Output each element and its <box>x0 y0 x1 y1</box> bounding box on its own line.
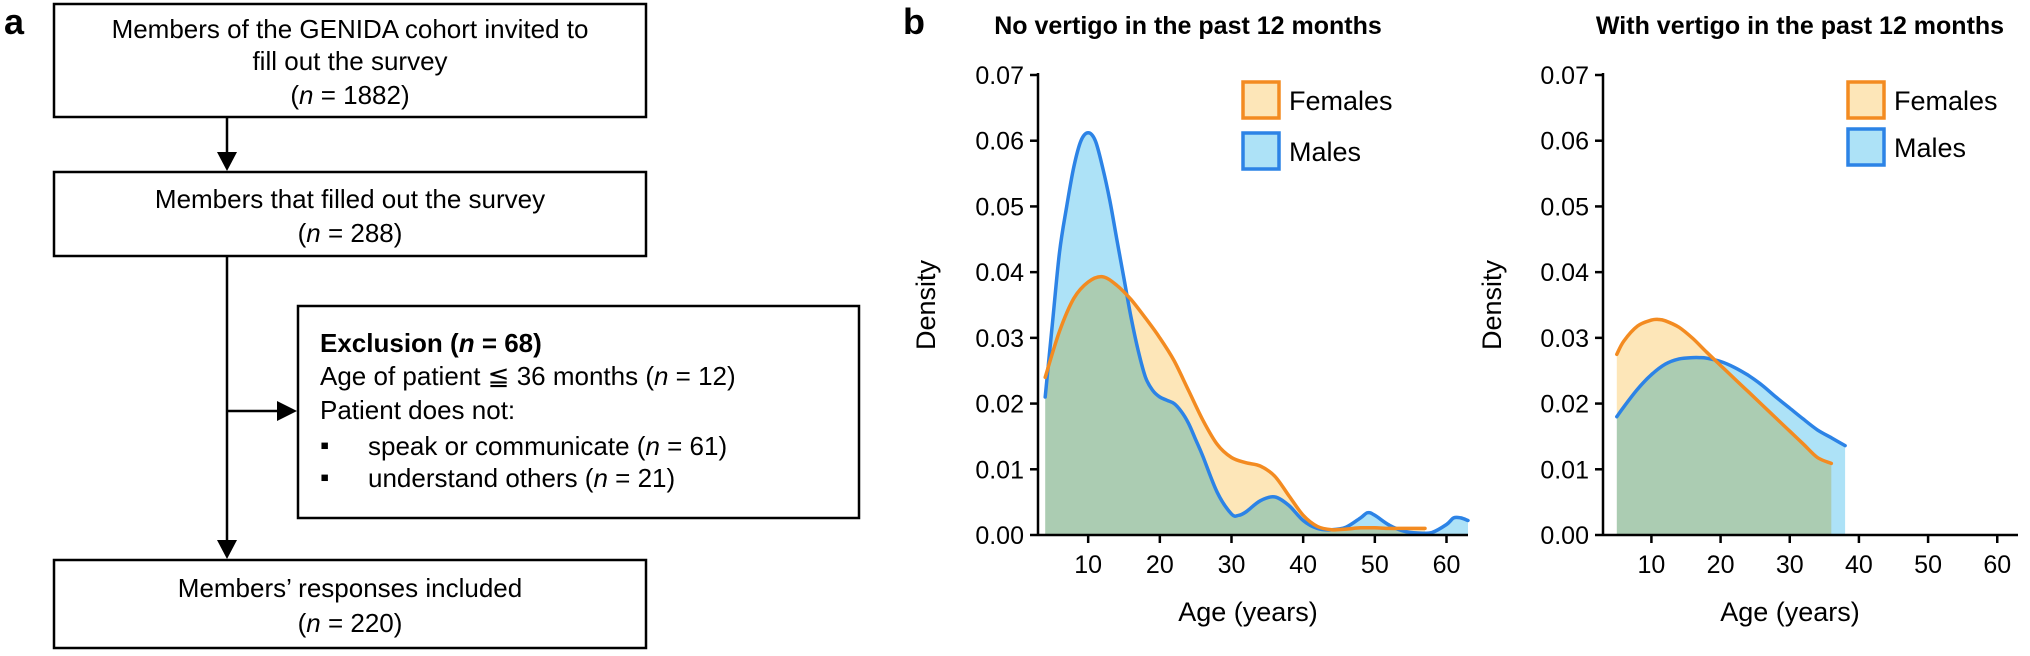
included-n-value: = 220) <box>321 608 403 638</box>
exclusion-title-n: n <box>459 328 475 358</box>
invited-n-value: = 1882) <box>314 80 410 110</box>
x-tick-label-no-vertigo-2: 30 <box>1218 551 1246 579</box>
filled-survey-line-1: Members that filled out the survey <box>155 184 545 214</box>
y-tick-label-with-vertigo-1: 0.01 <box>1540 456 1589 484</box>
line-females-no-vertigo <box>1043 274 1427 532</box>
age-line-n: n <box>654 361 668 391</box>
exclusion-title: Exclusion (n = 68) <box>320 328 542 358</box>
x-tick-label-no-vertigo-4: 50 <box>1361 551 1389 579</box>
x-tick-label-no-vertigo-1: 20 <box>1146 551 1174 579</box>
area-females-no-vertigo <box>1045 276 1425 535</box>
y-tick-label-no-vertigo-4: 0.04 <box>975 259 1024 287</box>
x-tick-label-no-vertigo-0: 10 <box>1074 551 1102 579</box>
invited-line-2: fill out the survey <box>252 46 447 76</box>
invited-count: (n = 1882) <box>290 80 409 110</box>
exclusion-does-not: Patient does not: <box>320 395 515 425</box>
y-tick-label-no-vertigo-7: 0.07 <box>975 62 1024 90</box>
legend-label-females-no-vertigo: Females <box>1289 86 1393 116</box>
included-n-label: n <box>306 608 320 638</box>
invited-box <box>52 2 648 119</box>
arrow-2-head <box>217 540 237 559</box>
y-tick-label-with-vertigo-5: 0.05 <box>1540 193 1589 221</box>
age-line-pre: Age of patient ≦ 36 months ( <box>320 361 654 391</box>
bullet-2-n: n <box>593 463 607 493</box>
panel-b-label: b <box>903 1 925 42</box>
x-tick-label-no-vertigo-3: 40 <box>1289 551 1317 579</box>
line-females-with-vertigo <box>1615 317 1834 466</box>
y-tick-label-with-vertigo-7: 0.07 <box>1540 62 1589 90</box>
legend-label-males-with-vertigo: Males <box>1894 133 1966 163</box>
included-count: (n = 220) <box>298 608 403 638</box>
filled-n-label: n <box>306 218 320 248</box>
bullet-1-pre: speak or communicate ( <box>368 431 646 461</box>
lines-with-vertigo <box>1615 317 1847 466</box>
x-tick-label-with-vertigo-3: 40 <box>1845 551 1873 579</box>
line-males-no-vertigo <box>1043 131 1470 536</box>
bullet-2-pre: understand others ( <box>368 463 594 493</box>
area-females-with-vertigo <box>1616 319 1832 535</box>
bullet-1-n: n <box>645 431 659 461</box>
y-tick-label-no-vertigo-3: 0.03 <box>975 325 1024 353</box>
legend-swatch-females-no-vertigo <box>1241 80 1281 120</box>
filled-survey-box <box>52 170 648 258</box>
lines-no-vertigo <box>1043 131 1470 536</box>
y-tick-label-with-vertigo-2: 0.02 <box>1540 391 1589 419</box>
legend-swatch-males-no-vertigo <box>1241 131 1281 171</box>
filled-n-value: = 288) <box>321 218 403 248</box>
y-tick-label-no-vertigo-5: 0.05 <box>975 193 1024 221</box>
included-line-1: Members’ responses included <box>178 573 522 603</box>
y-tick-label-no-vertigo-0: 0.00 <box>975 522 1024 550</box>
y-tick-label-with-vertigo-3: 0.03 <box>1540 325 1589 353</box>
exclusion-arrow-head <box>277 401 297 421</box>
bullet-1-marker: ▪ <box>320 430 329 460</box>
invited-line-1: Members of the GENIDA cohort invited to <box>112 14 589 44</box>
x-axis-title-with-vertigo: Age (years) <box>1720 597 1860 627</box>
bullet-2-post: = 21) <box>608 463 675 493</box>
legend-with-vertigo: Females Males <box>1846 80 1998 167</box>
legend-swatch-females-with-vertigo <box>1846 80 1886 120</box>
x-axis-title-no-vertigo: Age (years) <box>1178 597 1318 627</box>
included-box <box>52 558 648 650</box>
y-tick-label-no-vertigo-1: 0.01 <box>975 456 1024 484</box>
y-axis-title-with-vertigo: Density <box>1477 259 1507 350</box>
x-tick-label-with-vertigo-2: 30 <box>1776 551 1804 579</box>
y-axis-title-no-vertigo: Density <box>911 259 941 350</box>
y-tick-label-no-vertigo-2: 0.02 <box>975 391 1024 419</box>
legend-label-females-with-vertigo: Females <box>1894 86 1998 116</box>
legend-swatch-males-with-vertigo <box>1846 127 1886 167</box>
x-tick-label-with-vertigo-5: 60 <box>1983 551 2011 579</box>
line-males-with-vertigo <box>1615 355 1847 448</box>
x-tick-label-with-vertigo-1: 20 <box>1707 551 1735 579</box>
y-tick-label-no-vertigo-6: 0.06 <box>975 128 1024 156</box>
x-tick-label-with-vertigo-0: 10 <box>1638 551 1666 579</box>
panel-a-label: a <box>4 1 25 42</box>
areas-with-vertigo <box>1616 319 1846 535</box>
y-tick-label-with-vertigo-4: 0.04 <box>1540 259 1589 287</box>
y-tick-label-with-vertigo-0: 0.00 <box>1540 522 1589 550</box>
exclusion-title-pre: Exclusion ( <box>320 328 459 358</box>
exclusion-bullet-2: understand others (n = 21) <box>368 463 675 493</box>
exclusion-age-line: Age of patient ≦ 36 months (n = 12) <box>320 361 736 391</box>
age-line-post: = 12) <box>668 361 735 391</box>
legend-label-males-no-vertigo: Males <box>1289 137 1361 167</box>
exclusion-box <box>296 304 861 520</box>
density-chart-with-vertigo: With vertigo in the past 12 months 0.00 0.… <box>1477 12 2018 627</box>
invited-n-label: n <box>299 80 313 110</box>
bullet-2-marker: ▪ <box>320 462 329 492</box>
arrow-1-head <box>217 152 237 171</box>
bullet-1-post: = 61) <box>660 431 727 461</box>
exclusion-title-post: = 68) <box>475 328 542 358</box>
chart-title-no-vertigo: No vertigo in the past 12 months <box>994 12 1382 40</box>
areas-no-vertigo <box>1045 132 1468 536</box>
x-tick-label-no-vertigo-5: 60 <box>1433 551 1461 579</box>
exclusion-bullet-1: speak or communicate (n = 61) <box>368 431 727 461</box>
filled-survey-count: (n = 288) <box>298 218 403 248</box>
flowchart-panel: a Members of the GENIDA cohort invited t… <box>4 1 861 650</box>
y-tick-label-with-vertigo-6: 0.06 <box>1540 128 1589 156</box>
density-chart-no-vertigo: No vertigo in the past 12 months 0.00 0.01… <box>911 12 1470 627</box>
x-tick-label-with-vertigo-4: 50 <box>1914 551 1942 579</box>
chart-title-with-vertigo: With vertigo in the past 12 months <box>1596 12 2004 40</box>
legend-no-vertigo: Females Males <box>1241 80 1393 171</box>
